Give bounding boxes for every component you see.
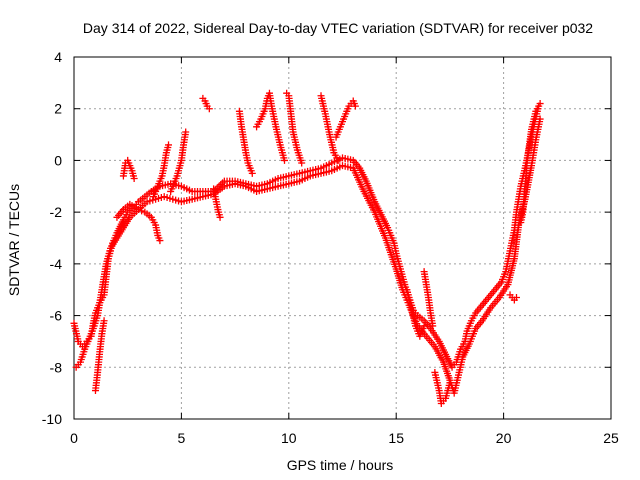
data-point — [446, 379, 454, 387]
data-point — [182, 128, 190, 136]
data-point — [512, 293, 520, 301]
data-point — [205, 105, 213, 113]
data-point — [156, 237, 164, 245]
data-point — [134, 206, 142, 214]
series-branch-spike-9h — [253, 89, 289, 164]
data-point — [130, 175, 138, 183]
data-point — [536, 100, 544, 108]
tick-labels: 0 5 10 15 20 25 -10 -8 -6 -4 -2 0 2 4 — [42, 49, 619, 446]
data-point — [429, 322, 437, 330]
x-tick-label: 0 — [70, 430, 78, 446]
series-branch-20.5h — [506, 291, 520, 304]
series-branch-spike-11.5h — [317, 92, 342, 164]
y-tick-label: -8 — [50, 359, 63, 375]
plot-border — [73, 56, 612, 420]
plot-frame — [73, 56, 612, 420]
data-point — [536, 115, 544, 123]
axis-ticks — [73, 56, 612, 420]
y-tick-label: -2 — [50, 204, 63, 220]
data-point — [351, 102, 359, 110]
x-tick-label: 20 — [496, 430, 512, 446]
data-point — [138, 207, 146, 215]
y-tick-label: -10 — [42, 411, 62, 427]
x-axis-label: GPS time / hours — [287, 457, 394, 473]
series-branch-dip-6.8h — [210, 185, 224, 221]
y-tick-label: 4 — [54, 49, 62, 65]
data-point — [281, 156, 289, 164]
series-branch-min-17.2h — [431, 368, 454, 407]
data-point — [298, 159, 306, 167]
y-tick-label: -4 — [50, 256, 63, 272]
y-tick-label: 2 — [54, 101, 62, 117]
x-tick-label: 10 — [281, 430, 297, 446]
series-branch-spike-4.3h — [149, 141, 173, 201]
series-branch-spike-2.4h — [119, 156, 138, 183]
y-axis-label: SDTVAR / TECUs — [6, 184, 22, 296]
series-branch-2.4h-1h — [91, 317, 108, 395]
grid — [74, 57, 611, 419]
series-branch-spike-12.8h — [332, 97, 359, 141]
series-branch-spike-10h — [283, 89, 306, 167]
data-point — [334, 156, 342, 164]
data-point — [420, 322, 428, 330]
data-point — [100, 317, 108, 325]
chart-title: Day 314 of 2022, Sidereal Day-to-day VTE… — [83, 20, 593, 36]
series-branch-spike-6.2h — [199, 94, 213, 113]
series-branch-21.5h — [517, 100, 544, 226]
data-point — [165, 141, 173, 149]
series-branch-dip-15.5h — [403, 286, 428, 340]
data-point — [216, 213, 224, 221]
x-tick-label: 25 — [603, 430, 619, 446]
series-branch-spike-5h — [167, 128, 190, 195]
data-points — [70, 89, 544, 407]
x-tick-label: 15 — [388, 430, 404, 446]
series-branch-spike-7.5h — [235, 107, 256, 177]
series-branch-2h-4h — [113, 200, 164, 245]
x-tick-label: 5 — [178, 430, 186, 446]
series-branch-spike-16.5h — [420, 268, 437, 330]
y-tick-label: -6 — [50, 308, 63, 324]
y-tick-label: 0 — [54, 152, 62, 168]
data-point — [248, 169, 256, 177]
